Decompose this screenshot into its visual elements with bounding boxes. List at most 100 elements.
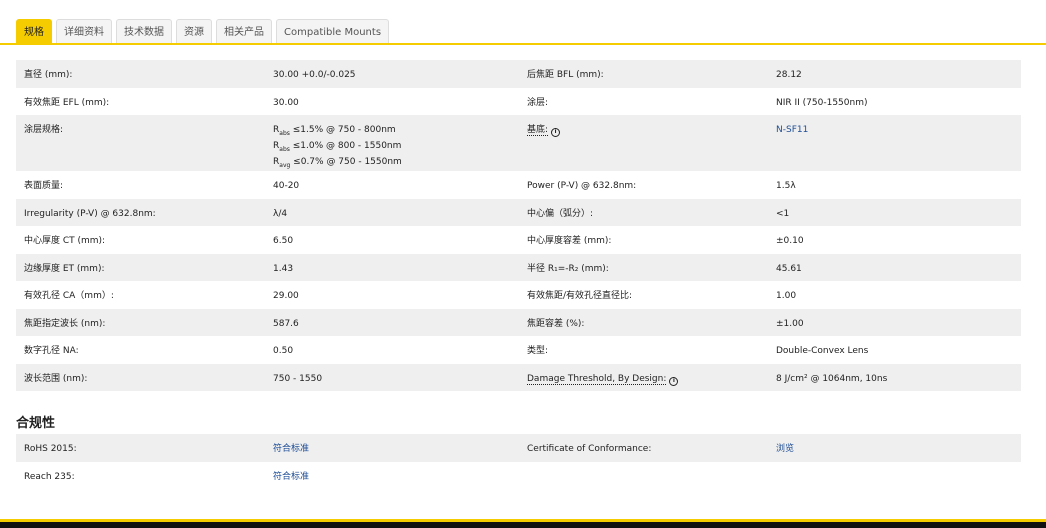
table-row: 涂层规格: Rabs ≤1.5% @ 750 - 800nm Rabs ≤1.0% …	[16, 115, 1021, 172]
info-circle-icon[interactable]: i	[669, 376, 679, 386]
cell-text: 半径 R₁=-R₂ (mm):	[527, 263, 609, 274]
coating-spec-line: Rabs ≤1.0% @ 800 - 1550nm	[273, 140, 527, 156]
tab-4[interactable]: 相关产品	[216, 19, 272, 44]
value-cell: Rabs ≤1.5% @ 750 - 800nm Rabs ≤1.0% @ 800…	[273, 115, 527, 171]
cell-text: Reach 235:	[24, 471, 75, 482]
cell-text: Certificate of Conformance:	[527, 444, 652, 454]
table-row: 表面质量: 40-20 Power (P-V) @ 632.8nm: 1.5λ	[16, 171, 1021, 199]
cell-text: Irregularity (P-V) @ 632.8nm:	[24, 208, 156, 219]
compliance-table: RoHS 2015: 符合标准 Certificate of Conformance…	[16, 434, 1021, 489]
coating-spec-line: Rabs ≤1.5% @ 750 - 800nm	[273, 124, 527, 140]
cell-text: 40-20	[273, 181, 300, 192]
spec-text: ≤1.0% @ 800 - 1550nm	[289, 140, 402, 151]
value-link[interactable]: 符合标准	[273, 471, 310, 482]
label-cell: 涂层规格:	[16, 115, 273, 171]
cell-text: 6.50	[273, 236, 294, 247]
cell-text: 焦距指定波长 (nm):	[24, 318, 106, 329]
cell-text: 1.43	[273, 263, 294, 274]
value-cell	[776, 462, 1021, 490]
value-cell: 45.61	[776, 254, 1021, 282]
table-row: Reach 235: 符合标准	[16, 462, 1021, 490]
table-row: RoHS 2015: 符合标准 Certificate of Conformance…	[16, 434, 1021, 462]
r-subscript: abs	[279, 145, 290, 153]
cell-text: ±0.10	[776, 236, 804, 247]
tab-3[interactable]: 资源	[176, 19, 212, 44]
cell-text: λ/4	[273, 208, 288, 219]
cell-text: 有效焦距/有效孔径直径比:	[527, 291, 633, 302]
label-cell: 后焦距 BFL (mm):	[527, 60, 776, 88]
value-cell: 8 J/cm² @ 1064nm, 10ns	[776, 364, 1021, 392]
cell-text: 28.12	[776, 70, 802, 80]
cell-text: 1.00	[776, 291, 797, 302]
cell-text: 直径 (mm):	[24, 70, 73, 80]
cell-text: 有效焦距 EFL (mm):	[24, 97, 110, 108]
label-tooltip[interactable]: 基底:	[527, 125, 549, 136]
cell-text: 类型:	[527, 346, 549, 357]
value-cell: ±1.00	[776, 309, 1021, 337]
label-cell: 涂层:	[527, 88, 776, 116]
label-cell: 中心厚度容差 (mm):	[527, 226, 776, 254]
label-cell: Reach 235:	[16, 462, 273, 490]
cell-text: 0.50	[273, 346, 294, 357]
label-cell: 中心偏（弧分）:	[527, 199, 776, 227]
tab-0[interactable]: 规格	[16, 19, 52, 44]
tab-1[interactable]: 详细资料	[56, 19, 112, 44]
label-cell: Damage Threshold, By Design: i	[527, 364, 776, 392]
info-circle-icon[interactable]: i	[551, 128, 561, 137]
r-subscript: abs	[279, 129, 290, 137]
label-cell: 波长范围 (nm):	[16, 364, 273, 392]
tab-underline	[0, 43, 1046, 45]
label-cell: Certificate of Conformance:	[527, 434, 776, 462]
r-symbol: R	[273, 140, 280, 151]
cell-text: 587.6	[273, 318, 299, 329]
label-tooltip[interactable]: Damage Threshold, By Design:	[527, 373, 667, 385]
tab-bar: 规格 详细资料 技术数据 资源 相关产品 Compatible Mounts	[16, 19, 390, 44]
label-cell: 有效孔径 CA（mm）:	[16, 281, 273, 309]
r-symbol: R	[273, 156, 280, 167]
value-cell: 符合标准	[273, 462, 527, 490]
label-cell: 焦距指定波长 (nm):	[16, 309, 273, 337]
label-cell: 中心厚度 CT (mm):	[16, 226, 273, 254]
table-row: 焦距指定波长 (nm): 587.6 焦距容差 (%): ±1.00	[16, 308, 1021, 337]
value-link[interactable]: N-SF11	[776, 125, 809, 135]
value-cell: 29.00	[273, 281, 527, 309]
tab-2[interactable]: 技术数据	[116, 19, 172, 44]
label-cell: 表面质量:	[16, 171, 273, 199]
value-cell: 符合标准	[273, 434, 527, 462]
cell-text: RoHS 2015:	[24, 444, 77, 454]
value-link[interactable]: 符合标准	[273, 444, 310, 454]
value-cell: <1	[776, 199, 1021, 227]
cell-text: NIR II (750-1550nm)	[776, 97, 868, 108]
cell-text: 表面质量:	[24, 181, 64, 192]
footer-bar	[0, 519, 1046, 528]
label-cell: 数字孔径 NA:	[16, 336, 273, 364]
cell-text: 焦距容差 (%):	[527, 318, 585, 329]
table-row: 波长范围 (nm): 750 - 1550 Damage Threshold, By…	[16, 363, 1021, 392]
label-cell: 直径 (mm):	[16, 60, 273, 88]
cell-text: Power (P-V) @ 632.8nm:	[527, 181, 637, 192]
label-cell: 有效焦距 EFL (mm):	[16, 88, 273, 116]
value-cell: 30.00 +0.0/-0.025	[273, 60, 527, 88]
value-cell: ±0.10	[776, 226, 1021, 254]
cell-text: 中心厚度容差 (mm):	[527, 236, 612, 247]
compliance-title: 合规性	[16, 416, 56, 431]
value-link[interactable]: 浏览	[776, 444, 795, 454]
value-cell: 587.6	[273, 309, 527, 337]
cell-text: 1.5λ	[776, 181, 796, 192]
value-cell: NIR II (750-1550nm)	[776, 88, 1021, 116]
cell-text: 29.00	[273, 291, 299, 302]
table-row: 数字孔径 NA: 0.50 类型: Double-Convex Lens	[16, 336, 1021, 364]
table-row: Irregularity (P-V) @ 632.8nm: λ/4 中心偏（弧分）:…	[16, 198, 1021, 227]
value-cell: 750 - 1550	[273, 364, 527, 392]
cell-text: 数字孔径 NA:	[24, 346, 79, 357]
value-cell: 6.50	[273, 226, 527, 254]
tab-5[interactable]: Compatible Mounts	[276, 19, 390, 44]
value-cell: 1.43	[273, 254, 527, 282]
value-cell: 浏览	[776, 434, 1021, 462]
table-row: 有效焦距 EFL (mm): 30.00 涂层: NIR II (750-1550nm…	[16, 88, 1021, 116]
value-cell: 30.00	[273, 88, 527, 116]
value-cell: 0.50	[273, 336, 527, 364]
cell-text: 8 J/cm² @ 1064nm, 10ns	[776, 373, 888, 384]
spec-text: ≤0.7% @ 750 - 1550nm	[290, 156, 402, 167]
r-symbol: R	[273, 125, 280, 135]
